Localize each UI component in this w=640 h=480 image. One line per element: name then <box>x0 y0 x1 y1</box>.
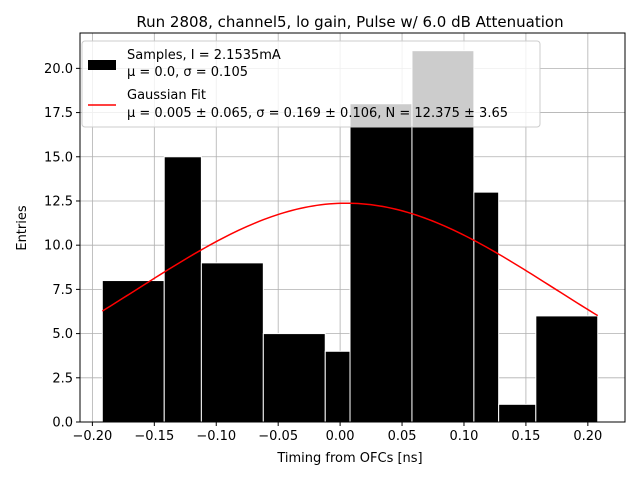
legend-frame <box>81 40 541 128</box>
x-tick-label-3: −0.05 <box>258 429 298 444</box>
y-axis-label: Entries <box>15 205 30 251</box>
chart-title: Run 2808, channel5, lo gain, Pulse w/ 6.… <box>136 13 563 31</box>
y-tick-label-0: 0.0 <box>52 416 73 431</box>
y-tick-label-8: 20.0 <box>44 62 73 77</box>
histogram-bar-8 <box>498 403 537 423</box>
y-tick-label-4: 10.0 <box>44 239 73 254</box>
x-tick-label-2: −0.10 <box>196 429 236 444</box>
legend-fit-stats: μ = 0.005 ± 0.065, σ = 0.169 ± 0.106, N … <box>127 106 508 121</box>
y-tick-label-6: 15.0 <box>44 150 73 165</box>
legend: Samples, I = 2.1535mA μ = 0.0, σ = 0.105… <box>81 40 541 128</box>
histogram-bar-7 <box>473 191 500 423</box>
y-tick-label-5: 12.5 <box>44 194 73 209</box>
y-tick-label-2: 5.0 <box>52 327 73 342</box>
y-tick-label-3: 7.5 <box>52 283 73 298</box>
histogram-bar-2 <box>200 262 264 423</box>
legend-samples-label: Samples, I = 2.1535mA <box>127 48 281 63</box>
histogram-bar-4 <box>324 350 351 423</box>
histogram-bar-0 <box>101 280 165 423</box>
plot-frame <box>79 32 626 423</box>
x-axis-label: Timing from OFCs [ns] <box>276 451 422 466</box>
gaussian-fit-layer <box>101 202 599 317</box>
histogram-bar-1 <box>163 156 202 423</box>
legend-fit-label: Gaussian Fit <box>127 88 206 103</box>
x-tick-label-1: −0.15 <box>134 429 174 444</box>
x-tick-label-6: 0.10 <box>450 429 479 444</box>
x-tick-label-0: −0.20 <box>72 429 112 444</box>
y-tick-label-7: 17.5 <box>44 106 73 121</box>
histogram-bar-9 <box>535 315 599 423</box>
x-tick-label-7: 0.15 <box>511 429 540 444</box>
x-tick-label-4: 0.00 <box>326 429 355 444</box>
x-axis-ticks: −0.20 −0.15 −0.10 −0.05 0.00 0.05 0.10 0.15 0.20 <box>72 422 602 444</box>
histogram-bars <box>101 50 599 423</box>
histogram-bar-3 <box>262 333 326 423</box>
y-axis-ticks: 0.0 2.5 5.0 7.5 10.0 12.5 15.0 17.5 20.0 <box>44 62 80 431</box>
x-tick-label-8: 0.20 <box>573 429 602 444</box>
legend-samples-stats: μ = 0.0, σ = 0.105 <box>127 65 248 80</box>
gaussian-fit-curve <box>101 202 599 317</box>
x-tick-label-5: 0.05 <box>388 429 417 444</box>
histogram-bar-5 <box>349 103 413 423</box>
y-tick-label-1: 2.5 <box>52 371 73 386</box>
legend-samples-swatch <box>88 60 116 70</box>
